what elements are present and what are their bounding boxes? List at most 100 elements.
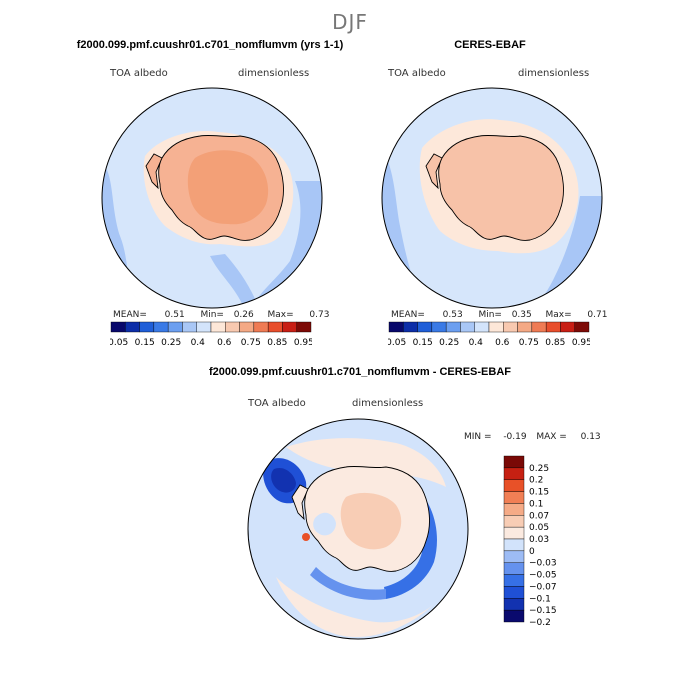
diff-neg-patch-left-inner (271, 467, 296, 493)
diff-colorbar-tick-label: −0.2 (529, 618, 551, 625)
model-variable-label: TOA albedo (110, 68, 168, 79)
diff-colorbar-box (503, 598, 525, 611)
obs-colorbar-box (531, 321, 547, 333)
diff-min-label: MIN = (464, 432, 492, 442)
diff-min-value: -0.19 (503, 432, 527, 442)
diff-colorbar-box (503, 503, 525, 516)
model-units-label: dimensionless (238, 68, 310, 79)
obs-colorbar-tick-label: 0.25 (439, 338, 459, 348)
diff-map (247, 418, 469, 640)
diff-colorbar-tick-label: 0.1 (529, 499, 543, 509)
obs-max-label: Max= (545, 310, 572, 320)
model-max-label: Max= (267, 310, 294, 320)
diff-max-label: MAX = (536, 432, 567, 442)
obs-colorbar-box (517, 321, 533, 333)
diff-colorbar-tick-label: −0.05 (529, 571, 557, 581)
model-colorbar: 0.05 0.15 0.25 0.4 0.6 0.75 0.85 0.95 (110, 321, 312, 348)
model-colorbar-tick-label: 0.75 (241, 338, 261, 348)
obs-min-label: Min= (478, 310, 502, 320)
model-colorbar-box (282, 321, 297, 333)
diff-colorbar-box (503, 467, 525, 480)
diff-colorbar-box (503, 515, 525, 528)
obs-antarctica-land (425, 134, 564, 241)
model-ocean-band-bottom (210, 254, 260, 308)
model-colorbar-box (139, 321, 155, 333)
model-max-value: 0.73 (309, 310, 330, 320)
diff-colorbar-tick-label: 0 (529, 547, 535, 557)
model-map (101, 87, 323, 309)
obs-colorbar-tick-label: 0.4 (469, 338, 484, 348)
diff-colorbar-box (503, 562, 525, 575)
diff-colorbar-box (503, 586, 525, 599)
diff-colorbar-tick-label: 0.05 (529, 523, 549, 533)
model-colorbar-box (182, 321, 197, 333)
diff-colorbar-box (503, 526, 525, 540)
obs-colorbar-box (460, 321, 475, 333)
obs-variable-label: TOA albedo (388, 68, 446, 79)
diff-colorbar-tick-label: −0.1 (529, 594, 551, 604)
obs-colorbar-box (574, 321, 590, 333)
model-colorbar-box (153, 321, 169, 333)
obs-colorbar-box (545, 321, 561, 333)
diff-colorbar-box (503, 550, 525, 563)
diff-neg-ring-bottom (310, 567, 386, 600)
diff-red-spot (302, 533, 310, 541)
obs-panel-title: CERES-EBAF (454, 39, 526, 51)
diff-land-warm-patch (340, 492, 402, 550)
obs-colorbar-tick-label: 0.6 (495, 338, 510, 348)
diff-colorbar-tick-label: 0.03 (529, 535, 549, 545)
diff-colorbar-tick-label: 0.25 (529, 464, 549, 474)
obs-colorbar: 0.05 0.15 0.25 0.4 0.6 0.75 0.85 0.95 (388, 321, 590, 348)
model-colorbar-tick-label: 0.15 (135, 338, 155, 348)
diff-colorbar-box (503, 574, 525, 587)
diff-colorbar-box (503, 479, 525, 492)
obs-colorbar-box (417, 321, 433, 333)
diff-pos-patch-bottom (276, 577, 436, 637)
model-antarctica-core (187, 150, 269, 225)
model-panel-title: f2000.099.pmf.cuushr01.c701_nomflumvm (y… (76, 39, 344, 51)
diff-colorbar-tick-label: 0.2 (529, 476, 543, 486)
diff-max-value: 0.13 (580, 432, 601, 442)
model-colorbar-box (210, 321, 226, 333)
obs-colorbar-box (474, 321, 490, 333)
obs-units-label: dimensionless (518, 68, 590, 79)
diff-colorbar-tick-label: −0.03 (529, 559, 557, 569)
diff-colorbar-box (503, 538, 525, 552)
diff-colorbar-tick-label: −0.15 (529, 606, 557, 616)
model-colorbar-tick-label: 0.85 (267, 338, 287, 348)
season-title: DJF (332, 10, 368, 34)
obs-colorbar-tick-label: 0.85 (545, 338, 565, 348)
obs-colorbar-tick-label: 0.95 (572, 338, 590, 348)
model-colorbar-box (296, 321, 312, 333)
model-mean-value: 0.51 (164, 310, 185, 320)
obs-min-value: 0.35 (511, 310, 532, 320)
model-colorbar-box (239, 321, 255, 333)
model-colorbar-tick-label: 0.05 (110, 338, 128, 348)
model-colorbar-box (196, 321, 212, 333)
obs-max-value: 0.71 (587, 310, 608, 320)
model-colorbar-box (125, 321, 140, 333)
diff-land-cool-patch (313, 512, 336, 536)
model-min-value: 0.26 (233, 310, 254, 320)
obs-colorbar-box (445, 321, 461, 333)
model-colorbar-tick-label: 0.4 (191, 338, 206, 348)
diff-units-label: dimensionless (352, 398, 424, 409)
model-colorbar-box (167, 321, 183, 333)
obs-colorbar-box (431, 321, 447, 333)
model-colorbar-box (253, 321, 269, 333)
diff-colorbar-box (503, 455, 525, 469)
model-colorbar-tick-label: 0.25 (161, 338, 181, 348)
model-colorbar-box (225, 321, 240, 333)
obs-mean-value: 0.53 (442, 310, 463, 320)
obs-ocean-band-right (535, 196, 602, 308)
diff-colorbar-box (503, 609, 525, 623)
obs-colorbar-tick-label: 0.15 (413, 338, 433, 348)
diff-colorbar-box (503, 491, 525, 504)
obs-colorbar-box (403, 321, 418, 333)
diff-colorbar-tick-label: 0.07 (529, 511, 549, 521)
diff-panel-title: f2000.099.pmf.cuushr01.c701_nomflumvm - … (209, 366, 511, 378)
obs-mean-label: MEAN= (391, 310, 425, 320)
diff-colorbar: 0.250.20.150.10.070.050.030−0.03−0.05−0.… (503, 455, 557, 625)
obs-colorbar-box (488, 321, 504, 333)
model-min-label: Min= (200, 310, 224, 320)
